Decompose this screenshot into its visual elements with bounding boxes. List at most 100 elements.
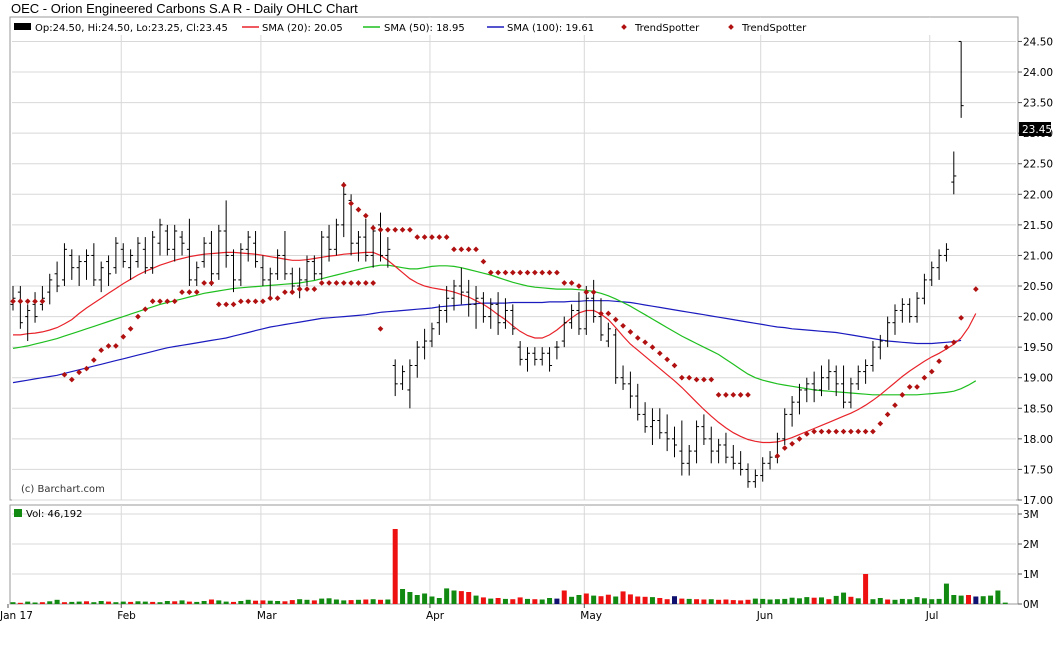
ohlc-bar <box>267 267 273 299</box>
ohlc-bar <box>186 218 192 287</box>
ohlc-bar <box>400 365 406 390</box>
volume-bar <box>400 589 406 604</box>
trendspotter-buy-marker <box>921 374 928 381</box>
ohlc-bar <box>106 255 112 287</box>
volume-bar <box>378 599 383 604</box>
volume-bar <box>951 595 957 604</box>
ohlc-bar <box>605 322 611 348</box>
volume-bar <box>10 602 16 604</box>
volume-bar <box>186 601 192 604</box>
trendspotter-buy-marker <box>216 301 222 308</box>
ohlc-bar <box>260 255 266 287</box>
volume-bar <box>25 601 31 604</box>
legend-trend2: TrendSpotter <box>741 23 807 34</box>
ohlc-bar <box>466 279 472 317</box>
last-price-label: 23.45 <box>1022 124 1052 136</box>
trendspotter-sell-marker <box>598 310 604 317</box>
ohlc-bar <box>231 249 236 293</box>
volume-bar <box>164 601 170 604</box>
volume-bar <box>576 595 582 604</box>
volume-bar <box>958 595 964 604</box>
ohlc-bar <box>547 347 553 372</box>
trendspotter-sell-marker <box>973 286 979 292</box>
x-tick-label: Jan 17 <box>0 610 33 622</box>
trendspotter-sell-marker <box>568 280 575 286</box>
trendspotter-sell-marker <box>487 269 494 276</box>
trendspotter-buy-marker <box>877 420 884 427</box>
volume-bar <box>745 599 751 604</box>
price-tick-label: 19.00 <box>1023 373 1053 385</box>
volume-bar <box>517 597 523 604</box>
ohlc-bar <box>510 304 516 335</box>
volume-bar <box>885 599 891 604</box>
ohlc-bar <box>61 243 67 287</box>
ohlc-bar <box>525 347 530 372</box>
trendspotter-sell-marker <box>686 374 693 381</box>
volume-bar <box>774 599 780 604</box>
volume-bar <box>414 595 420 604</box>
trendspotter-buy-marker <box>803 431 810 437</box>
volume-bar <box>804 597 810 604</box>
trendspotter-sell-marker <box>701 376 707 383</box>
ohlc-bar <box>378 212 383 262</box>
volume-bar <box>319 598 325 604</box>
trendspotter-sell-marker <box>627 329 634 335</box>
ohlc-bar <box>642 402 648 433</box>
volume-bar <box>223 601 229 604</box>
volume-legend: Vol: 46,192 <box>26 509 83 520</box>
trendspotter-buy-marker <box>282 289 288 295</box>
volume-bar <box>995 590 1001 604</box>
ohlc-bar <box>311 255 317 280</box>
volume-bar <box>782 598 788 604</box>
ohlc-bar <box>495 292 501 335</box>
ohlc-bar <box>554 341 560 360</box>
ohlc-bar <box>392 359 398 397</box>
volume-bar <box>936 598 942 604</box>
volume-bar <box>539 599 545 604</box>
trendspotter-buy-marker <box>98 347 105 354</box>
volume-bar <box>966 595 971 604</box>
trendspotter-sell-marker <box>436 234 443 240</box>
trendspotter-buy-marker <box>311 286 318 292</box>
last-price-tag: 23.45 <box>1019 122 1052 136</box>
volume-bar <box>980 596 986 604</box>
ohlc-bar <box>17 286 23 329</box>
trendspotter-buy-marker <box>943 344 950 351</box>
volume-tick-label: 1M <box>1023 569 1039 581</box>
price-tick-label: 20.50 <box>1023 281 1053 293</box>
trendspotter-sell-marker <box>590 289 597 295</box>
volume-bar <box>17 602 23 604</box>
ohlc-bar <box>355 230 361 262</box>
trendspotter-buy-marker <box>825 428 832 435</box>
volume-bar <box>811 597 817 604</box>
trendspotter-sell-marker <box>399 226 406 233</box>
volume-bar <box>253 600 259 604</box>
trendspotter-buy-marker <box>899 392 906 398</box>
ohlc-bar <box>142 237 148 274</box>
trendspotter-sell-marker <box>745 392 751 398</box>
volume-bar <box>899 598 905 604</box>
trendspotter-buy-marker <box>326 280 332 286</box>
ohlc-bar <box>128 249 134 280</box>
ohlc-bar <box>701 414 707 445</box>
trendspotter-sell-marker <box>480 258 487 265</box>
trendspotter-buy-marker <box>348 280 354 286</box>
ohlc-bar <box>635 383 641 421</box>
trendspotter-buy-marker <box>318 280 325 286</box>
legend-bg <box>11 18 1017 35</box>
trendspotter-buy-marker <box>252 298 259 305</box>
trendspotter-buy-marker <box>370 280 376 286</box>
trendspotter-buy-marker <box>892 402 898 409</box>
trendspotter-sell-marker <box>377 226 384 233</box>
volume-bar <box>841 592 847 604</box>
ohlc-bar <box>422 328 428 360</box>
volume-bar <box>738 600 744 604</box>
price-tick-label: 21.00 <box>1023 250 1053 262</box>
ohlc-bar <box>69 249 75 280</box>
ohlc-bar <box>150 230 156 274</box>
volume-bar <box>245 599 251 604</box>
ohlc-bar <box>194 261 200 287</box>
trendspotter-sell-marker <box>554 269 560 276</box>
volume-bar <box>341 600 347 604</box>
